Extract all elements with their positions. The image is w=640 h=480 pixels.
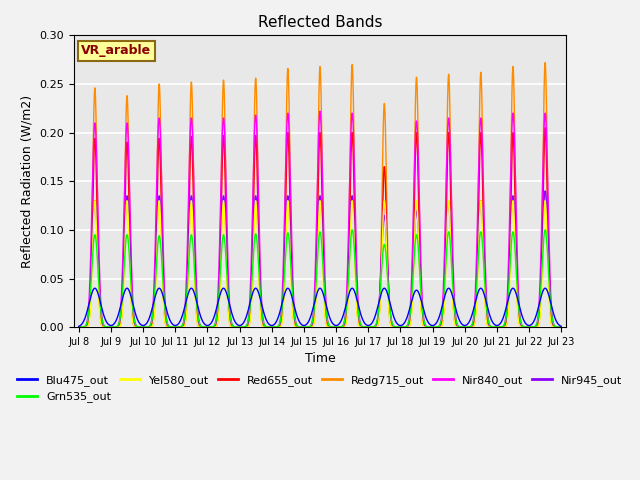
Nir840_out: [556, 324, 563, 330]
Text: VR_arable: VR_arable: [81, 44, 152, 57]
Yel580_out: [387, 320, 394, 325]
Nir840_out: [557, 324, 565, 330]
Line: Red655_out: Red655_out: [79, 128, 561, 327]
Grn535_out: [556, 324, 563, 330]
Yel580_out: [557, 324, 565, 330]
Blu475_out: [75, 324, 83, 329]
Redg715_out: [255, 259, 263, 265]
Redg715_out: [541, 60, 549, 65]
Grn535_out: [541, 227, 549, 233]
Red655_out: [454, 324, 462, 330]
Redg715_out: [557, 324, 565, 330]
Nir840_out: [173, 324, 180, 330]
Blu475_out: [255, 293, 263, 299]
Line: Nir945_out: Nir945_out: [79, 191, 561, 327]
Redg715_out: [386, 315, 394, 321]
X-axis label: Time: Time: [305, 352, 335, 365]
Blu475_out: [387, 300, 394, 306]
Grn535_out: [75, 324, 83, 330]
Grn535_out: [173, 324, 180, 330]
Red655_out: [557, 324, 565, 330]
Nir945_out: [75, 324, 83, 330]
Grn535_out: [178, 323, 186, 329]
Red655_out: [556, 324, 563, 330]
Blu475_out: [557, 324, 565, 329]
Nir840_out: [255, 230, 263, 236]
Line: Nir840_out: Nir840_out: [79, 111, 561, 327]
Red655_out: [255, 274, 263, 280]
Legend: Blu475_out, Grn535_out, Yel580_out, Red655_out, Redg715_out, Nir840_out, Nir945_: Blu475_out, Grn535_out, Yel580_out, Red6…: [13, 371, 627, 407]
Grn535_out: [454, 324, 462, 329]
Yel580_out: [75, 324, 83, 330]
Blu475_out: [91, 285, 99, 291]
Yel580_out: [455, 324, 463, 330]
Yel580_out: [173, 324, 180, 330]
Line: Grn535_out: Grn535_out: [79, 230, 561, 327]
Line: Redg715_out: Redg715_out: [79, 62, 561, 327]
Nir840_out: [455, 324, 463, 329]
Blu475_out: [455, 315, 463, 321]
Nir945_out: [557, 324, 565, 330]
Yel580_out: [178, 324, 186, 330]
Red655_out: [173, 324, 180, 330]
Yel580_out: [255, 293, 263, 299]
Nir945_out: [255, 266, 263, 272]
Nir945_out: [173, 324, 180, 330]
Redg715_out: [454, 324, 462, 330]
Grn535_out: [255, 276, 263, 282]
Blu475_out: [178, 313, 186, 319]
Yel580_out: [91, 198, 99, 204]
Redg715_out: [75, 324, 83, 330]
Red655_out: [75, 324, 83, 330]
Nir945_out: [386, 308, 394, 314]
Red655_out: [541, 125, 549, 131]
Grn535_out: [557, 324, 565, 330]
Redg715_out: [173, 324, 180, 330]
Nir840_out: [75, 324, 83, 330]
Blu475_out: [173, 322, 180, 328]
Red655_out: [386, 318, 394, 324]
Title: Reflected Bands: Reflected Bands: [258, 15, 382, 30]
Line: Yel580_out: Yel580_out: [79, 201, 561, 327]
Nir945_out: [541, 188, 549, 194]
Nir945_out: [556, 324, 563, 330]
Red655_out: [178, 324, 186, 330]
Line: Blu475_out: Blu475_out: [79, 288, 561, 326]
Nir840_out: [178, 323, 186, 329]
Y-axis label: Reflected Radiation (W/m2): Reflected Radiation (W/m2): [21, 95, 34, 268]
Nir945_out: [454, 324, 462, 330]
Nir840_out: [387, 308, 394, 313]
Redg715_out: [178, 324, 186, 330]
Blu475_out: [556, 323, 563, 328]
Yel580_out: [556, 324, 563, 330]
Redg715_out: [556, 324, 563, 330]
Grn535_out: [386, 307, 394, 313]
Nir840_out: [316, 108, 324, 114]
Nir945_out: [178, 324, 186, 329]
